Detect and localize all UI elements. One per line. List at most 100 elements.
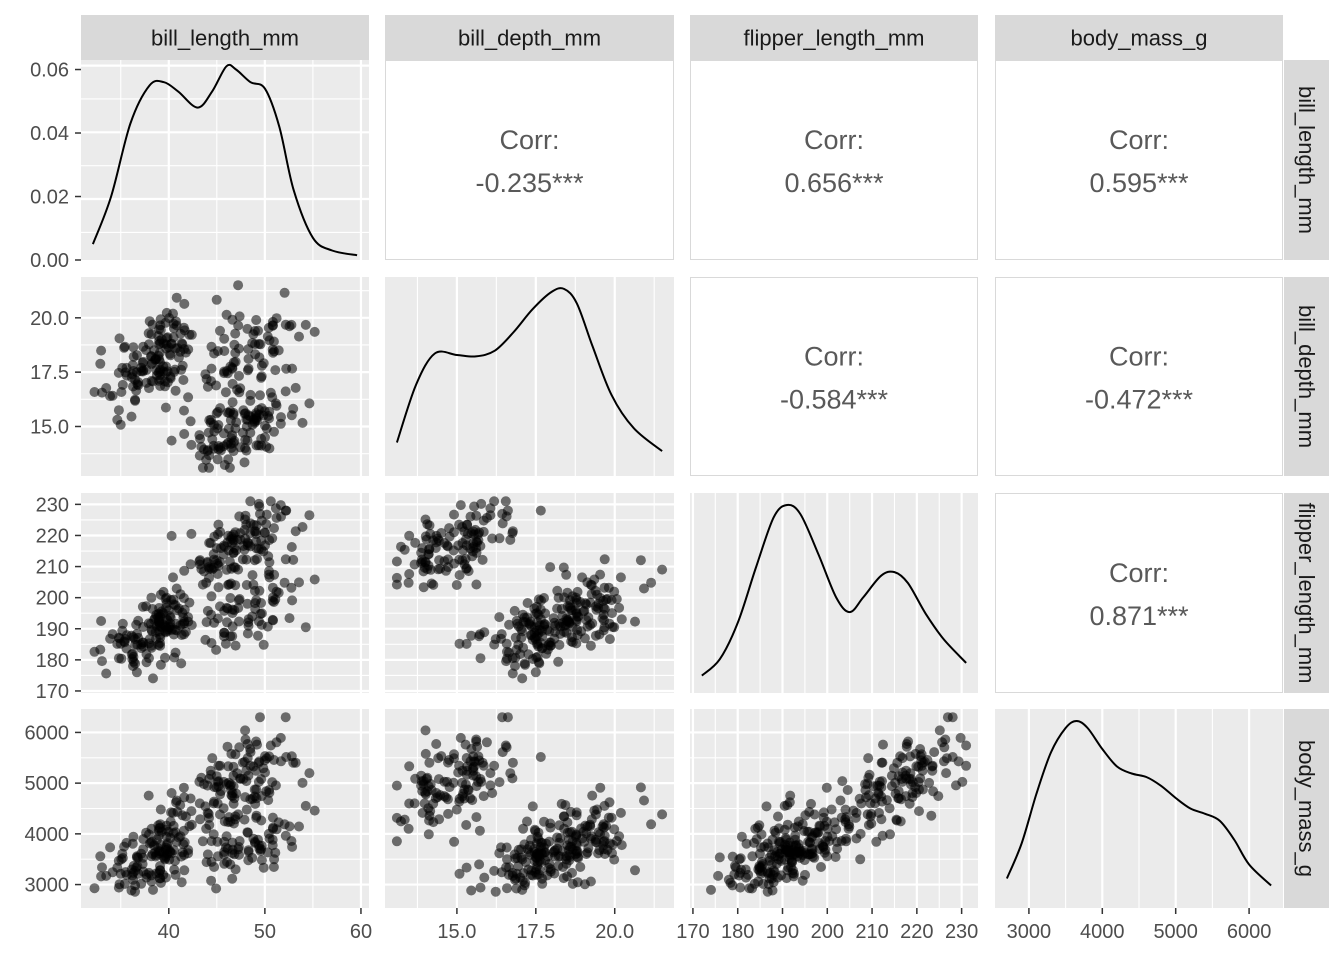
scatter-point: [155, 632, 166, 643]
scatter-point: [877, 830, 888, 841]
panel-bill_length_mm-vs-bill_depth_mm: Corr: -0.235***: [385, 60, 674, 260]
panel-flipper_length_mm-vs-bill_length_mm: [81, 493, 369, 693]
scatter-point: [256, 815, 267, 826]
scatter-point: [166, 848, 177, 859]
scatter-point: [194, 430, 205, 441]
scatter-point: [507, 757, 518, 768]
scatter-point: [787, 857, 798, 868]
scatter-point: [552, 832, 563, 843]
scatter-point: [201, 857, 212, 868]
scatter-point: [215, 543, 226, 554]
panel-bill_length_mm-vs-bill_length_mm: [81, 60, 369, 260]
scatter-point: [242, 739, 253, 749]
y-tick-label: 170: [36, 681, 69, 703]
y-tick-label: 0.04: [30, 123, 69, 145]
scatter-point: [928, 786, 939, 797]
scatter-point: [443, 757, 453, 768]
scatter-point: [453, 540, 464, 551]
scatter-point: [197, 836, 208, 847]
scatter-point: [527, 801, 538, 812]
scatter-point: [609, 586, 620, 597]
scatter-point: [442, 776, 453, 787]
scatter-point: [203, 427, 214, 438]
scatter-point: [635, 782, 646, 793]
scatter-point: [775, 836, 786, 847]
panel-bill_depth_mm-vs-bill_depth_mm: [385, 277, 674, 476]
scatter-point: [226, 442, 237, 453]
scatter-point: [552, 585, 563, 596]
scatter-point: [247, 570, 258, 581]
scatter-point: [168, 828, 179, 839]
scatter-point: [160, 652, 170, 663]
scatter-point: [241, 445, 252, 456]
scatter-point: [609, 824, 620, 835]
scatter-point: [146, 592, 157, 603]
corr-label: Corr:: [804, 342, 864, 372]
scatter-point: [265, 740, 276, 751]
scatter-point: [577, 572, 588, 583]
scatter-point: [919, 756, 930, 767]
strip-label-bill_depth_mm: bill_depth_mm: [458, 26, 601, 51]
scatter-point: [835, 795, 846, 806]
scatter-point: [477, 757, 488, 768]
scatter-point: [507, 870, 518, 881]
scatter-point: [842, 785, 853, 795]
scatter-point: [736, 831, 747, 842]
scatter-point: [215, 786, 226, 797]
scatter-point: [563, 614, 574, 625]
scatter-point: [220, 638, 231, 649]
x-tick-label: 60: [350, 921, 372, 943]
scatter-point: [183, 845, 194, 855]
scatter-point: [300, 800, 311, 811]
scatter-point: [179, 405, 189, 416]
scatter-point: [128, 831, 139, 842]
scatter-point: [195, 814, 206, 825]
scatter-point: [767, 885, 778, 896]
scatter-point: [255, 390, 265, 401]
scatter-point: [234, 370, 244, 381]
corr-value: -0.472***: [1085, 385, 1194, 415]
scatter-point: [179, 865, 190, 876]
scatter-point: [479, 872, 490, 883]
scatter-point: [391, 836, 402, 847]
scatter-point: [510, 632, 521, 643]
scatter-point: [256, 371, 267, 382]
scatter-point: [461, 753, 472, 763]
scatter-point: [947, 752, 958, 762]
scatter-point: [268, 597, 279, 607]
scatter-point: [268, 862, 279, 872]
scatter-point: [151, 834, 162, 845]
panel-body_mass_g-vs-flipper_length_mm: [690, 709, 978, 908]
scatter-point: [256, 855, 267, 866]
scatter-point: [416, 770, 427, 781]
scatter-point: [268, 336, 279, 347]
scatter-point: [215, 325, 225, 336]
panel-background: [81, 60, 369, 260]
scatter-point: [97, 656, 107, 667]
scatter-point: [242, 435, 253, 446]
scatter-point: [201, 823, 212, 834]
y-tick-label: 4000: [25, 824, 70, 846]
scatter-point: [183, 392, 194, 403]
scatter-point: [261, 441, 272, 452]
scatter-point: [300, 319, 311, 330]
scatter-point: [227, 631, 238, 642]
scatter-point: [251, 784, 262, 795]
scatter-point: [209, 617, 220, 628]
scatter-point: [487, 533, 498, 544]
panel-flipper_length_mm-vs-body_mass_g: Corr: 0.871***: [995, 493, 1283, 693]
scatter-point: [222, 368, 233, 379]
scatter-point: [224, 556, 235, 567]
scatter-point: [146, 640, 157, 651]
scatter-point: [117, 379, 128, 390]
scatter-point: [507, 526, 518, 537]
scatter-point: [510, 661, 520, 671]
scatter-point: [582, 621, 593, 632]
scatter-point: [470, 524, 481, 535]
scatter-point: [141, 601, 152, 612]
scatter-point: [309, 326, 320, 337]
y-tick-label: 15.0: [30, 416, 69, 438]
scatter-point: [461, 540, 472, 551]
scatter-point: [219, 460, 230, 470]
scatter-point: [297, 417, 308, 428]
